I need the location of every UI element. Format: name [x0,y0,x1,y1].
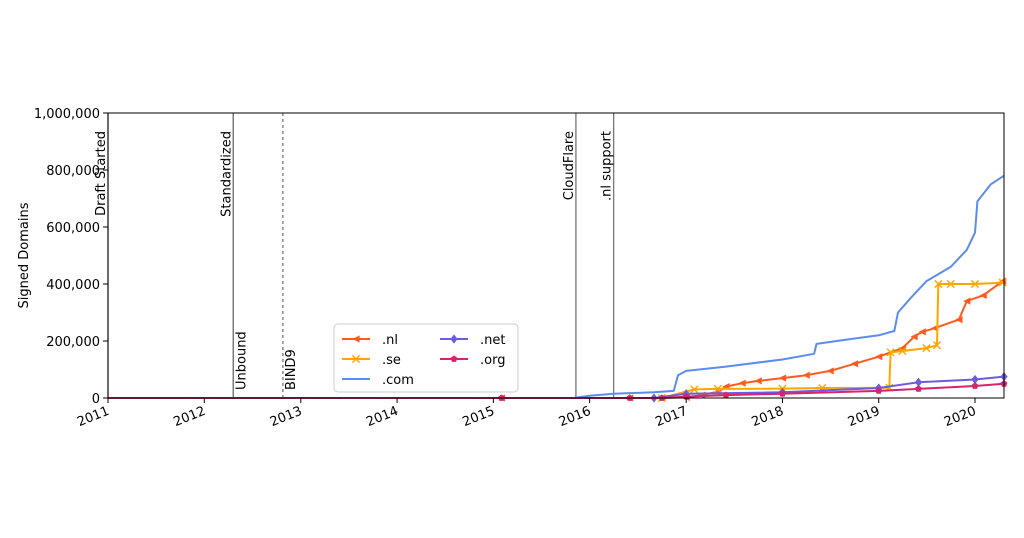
legend-frame [333,323,519,393]
x-tick-label: 2016 [557,404,593,430]
data-point-nl [754,377,762,385]
data-point-se [713,384,722,393]
data-point-se [922,344,931,353]
legend-marker [351,354,361,364]
annotation-label-standardized: Standardized [219,131,234,217]
x-tick-label: 2013 [268,404,304,430]
data-point-nl [963,297,971,305]
y-tick-label: 600,000 [46,221,100,236]
data-point-se [970,279,980,289]
data-point-nl [778,374,787,382]
x-tick-label: 2011 [75,404,111,430]
legend-entry-org: .org [440,353,505,368]
x-tick-label: 2015 [461,404,497,430]
y-tick-label: 400,000 [46,278,100,293]
data-point-nl [738,379,746,387]
annotation-label-bind9: BIND9 [284,349,299,390]
legend-entry-nl: .nl [342,333,398,348]
data-point-se [934,279,943,289]
data-point-net [971,374,979,385]
legend-marker [352,335,360,343]
x-tick-label: 2020 [942,404,978,430]
data-point-se [898,346,907,356]
y-tick-label: 200,000 [46,335,100,350]
legend-marker [450,355,458,362]
y-tick-label: 800,000 [46,164,100,179]
data-point-nl [955,316,963,324]
legend-label: .se [382,353,401,368]
y-tick-label: 0 [92,392,100,407]
data-point-nl [918,328,926,336]
data-point-nl [910,333,918,341]
x-tick-label: 2014 [364,404,400,430]
annotations-layer: Draft Started Standardized Unbound BIND9 Clo… [94,113,615,398]
y-axis-label: Signed Domains [17,202,32,308]
x-tick-label: 2018 [750,404,786,430]
legend: .nl .se .com .net .org [333,323,519,393]
legend-entry-net: .net [440,333,505,348]
data-point-nl [850,360,859,368]
data-point-se [946,279,955,289]
data-point-nl [802,371,810,379]
legend-label: .org [480,353,505,368]
legend-label: .com [382,373,414,388]
legend-marker [450,334,458,344]
y-tick-label: 1,000,000 [34,107,100,122]
data-point-nl [875,353,883,361]
legend-label: .nl [382,333,398,348]
x-tick-label: 2019 [846,404,882,430]
legend-label: .net [480,333,505,348]
legend-entry-com: .com [342,373,414,388]
x-tick-label: 2012 [171,404,207,430]
data-point-nl [826,367,834,375]
annotation-label-unbound: Unbound [234,331,249,390]
annotation-label-nl-support: .nl support [600,131,615,201]
data-point-se [998,278,1007,287]
data-point-org [875,387,883,394]
plot-frame [107,112,1005,399]
series-com [108,174,1005,399]
data-point-org [915,385,922,392]
annotation-label-cloudflare: CloudFlare [562,131,577,200]
legend-entry-se: .se [342,353,401,368]
data-point-se [932,341,942,350]
data-point-org [971,382,979,389]
annotation-label-draft-started: Draft Started [94,131,109,216]
data-point-nl [979,291,987,299]
data-point-se [690,385,699,394]
series-line-com [108,174,1005,399]
data-point-org [779,390,786,397]
series-se [108,278,1007,403]
data-point-se [886,348,895,357]
data-point-net [914,377,923,387]
data-point-org [722,391,730,399]
x-tick-label: 2017 [653,404,689,430]
